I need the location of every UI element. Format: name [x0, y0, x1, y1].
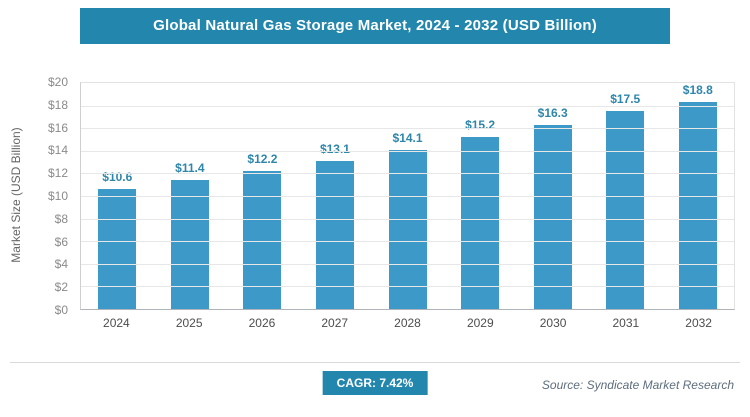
- bar-value-label: $10.6: [102, 170, 133, 185]
- bar-value-label: $12.2: [247, 152, 278, 167]
- bar-value-label: $14.1: [392, 130, 423, 145]
- y-axis-ticks: $20 $18 $16 $14 $12 $10 $8 $6 $4 $2 $0: [34, 75, 74, 317]
- x-tick-label: 2031: [612, 316, 640, 330]
- gridline: [81, 105, 734, 107]
- y-tick-label: $20: [47, 75, 68, 89]
- bar: [315, 160, 354, 309]
- gridline: [81, 218, 734, 220]
- chart-title: Global Natural Gas Storage Market, 2024 …: [80, 8, 670, 44]
- y-tick-label: $14: [47, 143, 68, 158]
- bar-column: $10.6: [81, 83, 154, 309]
- y-axis-title: Market Size (USD Billion): [9, 127, 23, 263]
- bar-value-label: $11.4: [175, 161, 205, 176]
- bar-value-label: $17.5: [610, 92, 641, 107]
- bar: [243, 171, 282, 309]
- y-tick-label: $8: [54, 211, 68, 226]
- y-tick-label: $18: [47, 97, 68, 112]
- bar-column: $12.2: [226, 83, 299, 309]
- x-tick-label: 2032: [685, 316, 712, 330]
- bar: [678, 102, 717, 309]
- bar-column: $16.3: [516, 83, 589, 309]
- bar-value-label: $15.2: [465, 118, 496, 133]
- source-text: Source: Syndicate Market Research: [541, 378, 734, 392]
- y-tick-label: $0: [54, 303, 68, 317]
- gridline: [81, 241, 734, 243]
- bar: [606, 111, 645, 309]
- x-tick-label: 2028: [394, 316, 421, 330]
- cagr-badge: CAGR: 7.42%: [322, 371, 428, 395]
- bar-column: $18.8: [662, 83, 735, 309]
- gridline: [81, 286, 734, 288]
- bar-column: $13.1: [299, 83, 372, 309]
- bars-container: $10.6 $11.4 $12.2 $13.1 $14.1 $15.2 $16.3 $17.5…: [81, 83, 734, 309]
- bar-column: $11.4: [154, 83, 227, 309]
- y-tick-label: $2: [54, 280, 68, 295]
- gridline: [81, 128, 734, 130]
- footer-divider: [10, 362, 740, 363]
- bar-value-label: $16.3: [537, 105, 568, 120]
- bar-value-label: $18.8: [682, 83, 713, 97]
- bar: [533, 124, 572, 309]
- y-tick-label: $16: [47, 120, 68, 135]
- bar-value-label: $13.1: [319, 141, 350, 156]
- x-tick-label: 2027: [321, 316, 349, 330]
- x-tick-label: 2026: [248, 316, 276, 330]
- bar-column: $14.1: [371, 83, 444, 309]
- bar: [98, 189, 137, 309]
- bar-column: $17.5: [589, 83, 662, 309]
- gridline: [81, 263, 734, 265]
- x-tick-label: 2029: [466, 316, 494, 330]
- plot-area: $10.6 $11.4 $12.2 $13.1 $14.1 $15.2 $16.3 $17.5…: [80, 82, 735, 310]
- y-tick-label: $6: [54, 234, 68, 249]
- x-tick-label: 2024: [103, 316, 130, 330]
- y-tick-label: $12: [47, 166, 68, 181]
- gridline: [81, 173, 734, 175]
- x-tick-label: 2025: [175, 316, 203, 330]
- gridline: [81, 150, 734, 152]
- bar: [388, 149, 427, 309]
- bar: [170, 180, 209, 309]
- y-tick-label: $10: [47, 189, 68, 203]
- x-axis-labels: 2024 2025 2026 2027 2028 2029 2030 2031 2032: [80, 316, 735, 330]
- y-tick-label: $4: [54, 257, 68, 272]
- x-tick-label: 2030: [539, 316, 567, 330]
- bar: [461, 137, 500, 309]
- gridline: [81, 196, 734, 197]
